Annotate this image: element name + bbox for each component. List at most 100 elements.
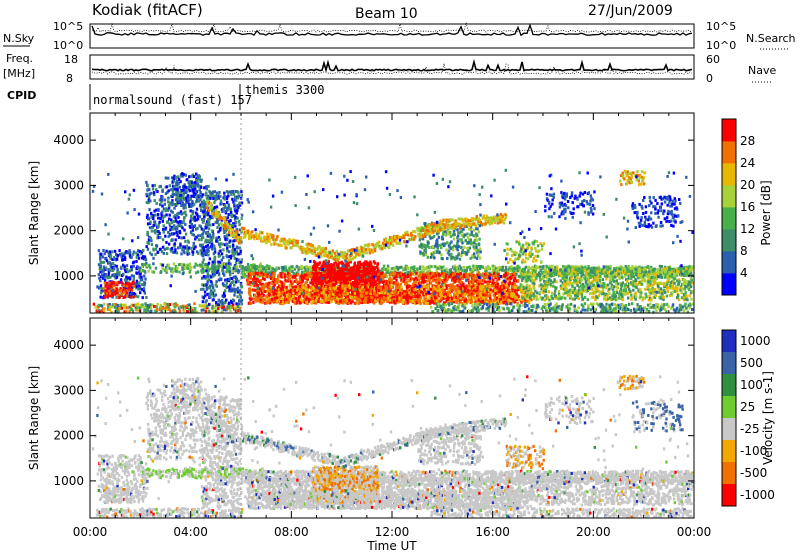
cell <box>157 213 159 216</box>
cell <box>199 304 201 307</box>
cell <box>244 273 246 276</box>
cell <box>168 267 170 270</box>
cell <box>236 212 238 215</box>
cell <box>306 280 308 283</box>
cell <box>219 249 221 252</box>
cell <box>179 309 181 312</box>
cell <box>290 289 292 292</box>
cell <box>412 272 414 275</box>
cell <box>374 280 376 283</box>
cell <box>136 280 138 283</box>
cell <box>237 259 239 262</box>
cell <box>209 224 211 227</box>
cell <box>151 230 153 233</box>
cell <box>170 218 172 221</box>
cell <box>163 231 165 234</box>
cell <box>281 284 283 287</box>
cell <box>213 289 215 292</box>
cell <box>111 250 113 253</box>
cell <box>198 238 200 241</box>
cell <box>194 184 196 187</box>
cell <box>482 266 484 269</box>
cell <box>215 301 217 304</box>
cell <box>333 267 335 270</box>
cell <box>161 211 163 214</box>
cell <box>110 255 112 258</box>
cell <box>192 210 194 213</box>
cell <box>610 265 612 268</box>
cell <box>295 285 297 288</box>
cell <box>166 252 168 255</box>
cell <box>438 281 440 284</box>
cell <box>122 273 124 276</box>
cell <box>238 195 240 198</box>
cell <box>201 309 203 312</box>
cell <box>171 247 173 250</box>
cell <box>207 185 209 188</box>
cell <box>510 265 512 268</box>
cell <box>210 280 212 283</box>
cell <box>281 282 283 285</box>
cell <box>298 299 300 302</box>
cell <box>299 288 301 291</box>
cell <box>99 279 101 282</box>
cell <box>152 184 154 187</box>
nsearch-tick-top: 10^5 <box>706 20 736 33</box>
cell <box>395 279 397 282</box>
cell <box>197 234 199 237</box>
cpid-label: CPID <box>7 89 36 102</box>
cell <box>158 223 160 226</box>
cell <box>138 281 140 284</box>
cell <box>207 272 209 275</box>
cell <box>306 296 308 299</box>
nave-label: Nave <box>748 64 776 77</box>
cell <box>647 265 649 268</box>
cell <box>148 264 150 267</box>
cell <box>216 266 218 269</box>
cell <box>214 306 216 309</box>
cell <box>280 272 282 275</box>
cell <box>129 278 131 281</box>
cell <box>154 199 156 202</box>
cell <box>237 280 239 283</box>
cell <box>98 273 100 276</box>
cell <box>229 270 231 273</box>
cell <box>109 250 111 253</box>
cell <box>330 271 332 274</box>
cell <box>100 264 102 267</box>
cell <box>161 205 163 208</box>
cell <box>150 310 152 313</box>
cell <box>173 220 175 223</box>
cell <box>188 303 190 306</box>
cell <box>223 192 225 195</box>
cell <box>273 272 275 275</box>
cell <box>318 267 320 270</box>
cell <box>136 306 138 309</box>
cell <box>204 266 206 269</box>
cell <box>478 271 480 274</box>
cell <box>202 228 204 231</box>
cell <box>219 245 221 248</box>
cell <box>235 261 237 264</box>
cell <box>376 266 378 269</box>
cell <box>216 285 218 288</box>
cell <box>315 263 317 266</box>
cell <box>208 262 210 265</box>
cell <box>188 241 190 244</box>
cell <box>227 216 229 219</box>
nsky-tick-top: 10^5 <box>53 20 83 33</box>
cell <box>231 198 233 201</box>
cell <box>471 301 473 304</box>
cell <box>288 268 290 271</box>
cell <box>492 278 494 281</box>
cell <box>149 200 151 203</box>
cell <box>236 247 238 250</box>
cell <box>691 265 693 268</box>
cell <box>223 195 225 198</box>
cell <box>426 279 428 282</box>
cell <box>377 262 379 265</box>
cell <box>233 288 235 291</box>
nave-tick-bottom: 0 <box>706 72 713 85</box>
cell <box>133 278 135 281</box>
cell <box>480 280 482 283</box>
